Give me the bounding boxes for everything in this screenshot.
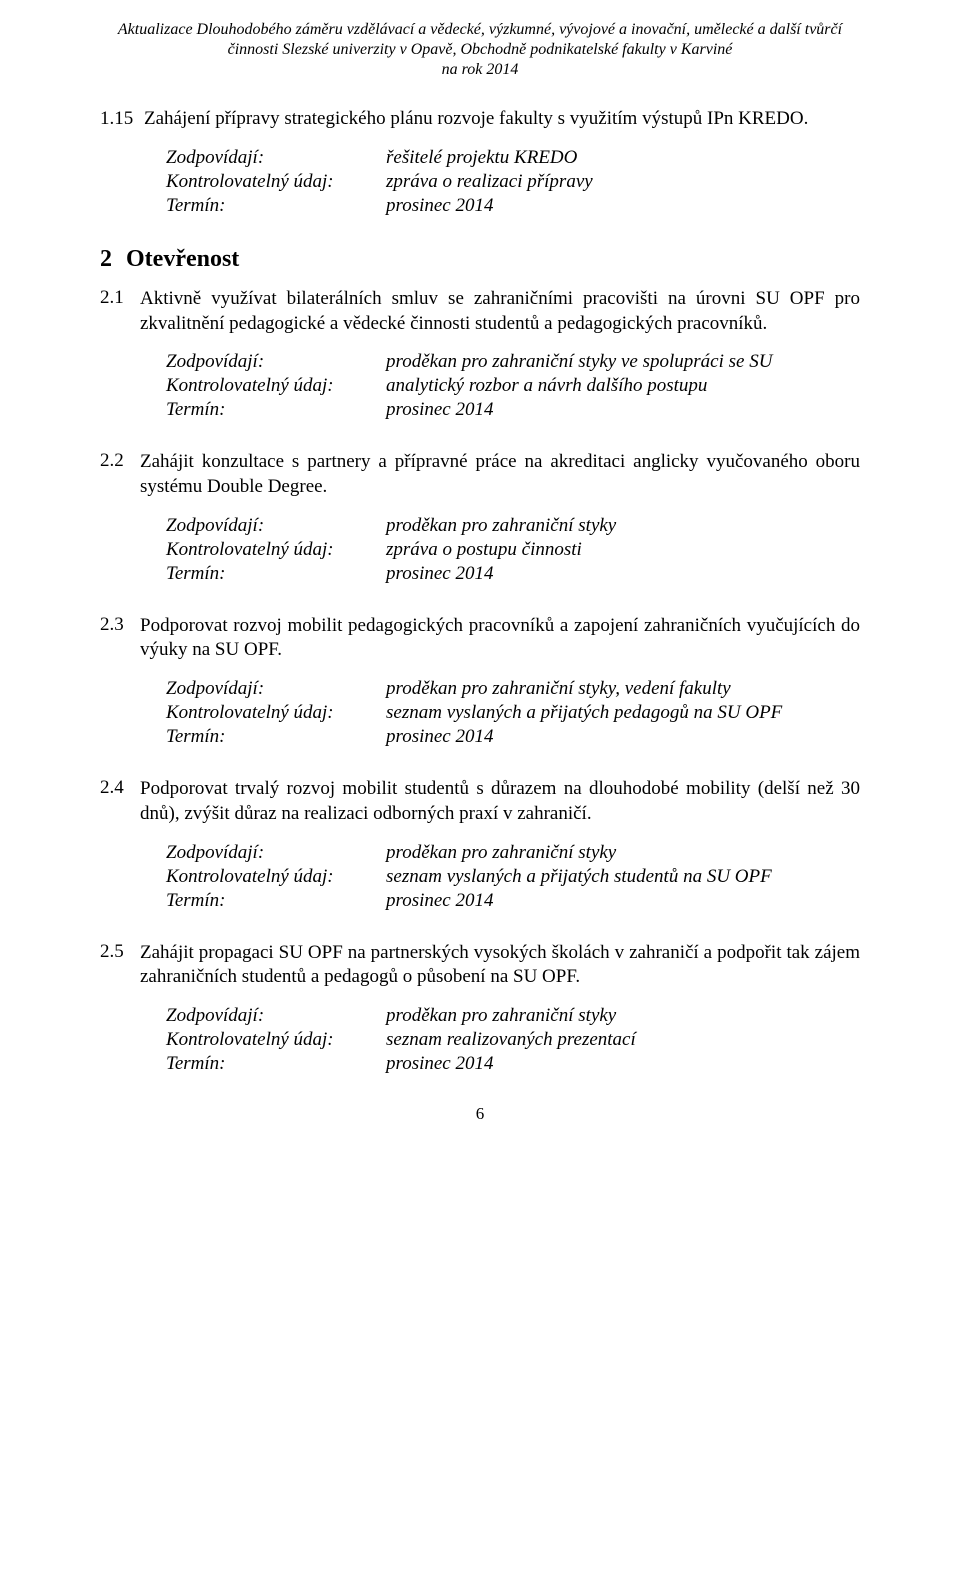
- resp-key: Termín:: [166, 889, 386, 913]
- section-2-1: 2.1 Aktivně využívat bilaterálních smluv…: [100, 287, 860, 336]
- section-number: 2.1: [100, 287, 140, 309]
- responsibility-block: Zodpovídají:proděkan pro zahraniční styk…: [166, 1004, 860, 1076]
- resp-key: Kontrolovatelný údaj:: [166, 170, 386, 194]
- resp-value: proděkan pro zahraniční styky: [386, 514, 616, 538]
- page-number: 6: [100, 1104, 860, 1124]
- responsibility-block: Zodpovídají:řešitelé projektu KREDO Kont…: [166, 146, 860, 218]
- resp-value: seznam vyslaných a přijatých pedagogů na…: [386, 701, 782, 725]
- section-text: Aktivně využívat bilaterálních smluv se …: [140, 287, 860, 336]
- resp-key: Termín:: [166, 1052, 386, 1076]
- section-2-2: 2.2 Zahájit konzultace s partnery a příp…: [100, 450, 860, 499]
- resp-key: Termín:: [166, 194, 386, 218]
- responsibility-block: Zodpovídají:proděkan pro zahraniční styk…: [166, 350, 860, 422]
- resp-key: Kontrolovatelný údaj:: [166, 1028, 386, 1052]
- section-2-4: 2.4 Podporovat trvalý rozvoj mobilit stu…: [100, 777, 860, 826]
- responsibility-table: Zodpovídají:řešitelé projektu KREDO Kont…: [166, 146, 593, 218]
- responsibility-table: Zodpovídají:proděkan pro zahraniční styk…: [166, 841, 772, 913]
- responsibility-table: Zodpovídají:proděkan pro zahraniční styk…: [166, 514, 616, 586]
- h2-title: Otevřenost: [126, 246, 239, 273]
- section-number: 2.3: [100, 614, 140, 636]
- h2-number: 2: [100, 246, 120, 273]
- resp-key: Kontrolovatelný údaj:: [166, 374, 386, 398]
- responsibility-block: Zodpovídají:proděkan pro zahraniční styk…: [166, 841, 860, 913]
- resp-value: proděkan pro zahraniční styky, vedení fa…: [386, 677, 782, 701]
- document-page: Aktualizace Dlouhodobého záměru vzděláva…: [0, 0, 960, 1144]
- section-2-3: 2.3 Podporovat rozvoj mobilit pedagogick…: [100, 614, 860, 663]
- resp-key: Termín:: [166, 562, 386, 586]
- section-number: 2.2: [100, 450, 140, 472]
- section-text: Podporovat rozvoj mobilit pedagogických …: [140, 614, 860, 663]
- responsibility-block: Zodpovídají:proděkan pro zahraniční styk…: [166, 677, 860, 749]
- section-text: Zahájit konzultace s partnery a přípravn…: [140, 450, 860, 499]
- resp-value: proděkan pro zahraniční styky ve spolupr…: [386, 350, 772, 374]
- resp-value: řešitelé projektu KREDO: [386, 146, 593, 170]
- responsibility-block: Zodpovídají:proděkan pro zahraniční styk…: [166, 514, 860, 586]
- section-text: Zahájení přípravy strategického plánu ro…: [144, 108, 860, 130]
- resp-key: Termín:: [166, 398, 386, 422]
- resp-key: Zodpovídají:: [166, 677, 386, 701]
- resp-key: Kontrolovatelný údaj:: [166, 538, 386, 562]
- resp-value: zpráva o postupu činnosti: [386, 538, 616, 562]
- section-number: 1.15: [100, 108, 144, 130]
- resp-value: proděkan pro zahraniční styky: [386, 841, 772, 865]
- header-line-2: činnosti Slezské univerzity v Opavě, Obc…: [100, 40, 860, 60]
- resp-value: prosinec 2014: [386, 398, 772, 422]
- resp-key: Zodpovídají:: [166, 350, 386, 374]
- page-header: Aktualizace Dlouhodobého záměru vzděláva…: [100, 20, 860, 80]
- section-1-15: 1.15 Zahájení přípravy strategického plá…: [100, 108, 860, 130]
- resp-key: Zodpovídají:: [166, 514, 386, 538]
- resp-value: prosinec 2014: [386, 194, 593, 218]
- resp-key: Zodpovídají:: [166, 841, 386, 865]
- responsibility-table: Zodpovídají:proděkan pro zahraniční styk…: [166, 677, 782, 749]
- resp-key: Kontrolovatelný údaj:: [166, 701, 386, 725]
- section-2-heading: 2 Otevřenost: [100, 246, 860, 273]
- resp-key: Zodpovídají:: [166, 1004, 386, 1028]
- resp-value: analytický rozbor a návrh dalšího postup…: [386, 374, 772, 398]
- resp-value: zpráva o realizaci přípravy: [386, 170, 593, 194]
- responsibility-table: Zodpovídají:proděkan pro zahraniční styk…: [166, 1004, 636, 1076]
- header-line-3: na rok 2014: [100, 60, 860, 80]
- section-number: 2.5: [100, 941, 140, 963]
- section-text: Zahájit propagaci SU OPF na partnerských…: [140, 941, 860, 990]
- resp-value: prosinec 2014: [386, 889, 772, 913]
- section-number: 2.4: [100, 777, 140, 799]
- resp-key: Termín:: [166, 725, 386, 749]
- resp-value: seznam realizovaných prezentací: [386, 1028, 636, 1052]
- header-line-1: Aktualizace Dlouhodobého záměru vzděláva…: [100, 20, 860, 40]
- resp-key: Zodpovídají:: [166, 146, 386, 170]
- resp-value: prosinec 2014: [386, 725, 782, 749]
- resp-value: seznam vyslaných a přijatých studentů na…: [386, 865, 772, 889]
- section-2-5: 2.5 Zahájit propagaci SU OPF na partners…: [100, 941, 860, 990]
- resp-value: prosinec 2014: [386, 1052, 636, 1076]
- section-text: Podporovat trvalý rozvoj mobilit student…: [140, 777, 860, 826]
- resp-key: Kontrolovatelný údaj:: [166, 865, 386, 889]
- resp-value: prosinec 2014: [386, 562, 616, 586]
- resp-value: proděkan pro zahraniční styky: [386, 1004, 636, 1028]
- responsibility-table: Zodpovídají:proděkan pro zahraniční styk…: [166, 350, 772, 422]
